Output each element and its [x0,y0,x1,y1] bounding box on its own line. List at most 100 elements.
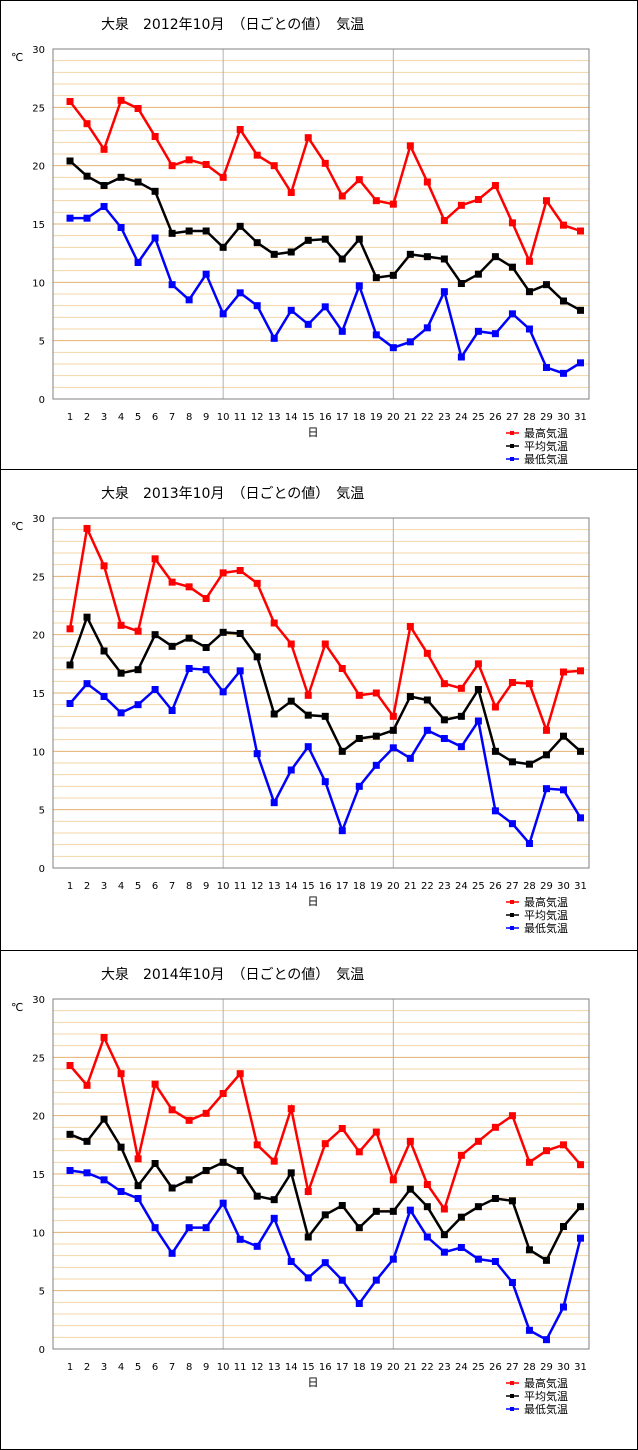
data-point [559,221,567,229]
series-1 [66,157,584,314]
y-tick-label: 25 [32,572,45,583]
data-point [338,192,346,200]
plot-frame [52,998,590,1350]
data-point [440,1231,448,1239]
data-point [355,235,363,243]
data-point [389,271,397,279]
data-point [491,1258,499,1265]
data-point [185,156,193,164]
data-point [389,726,397,734]
data-point [338,255,346,263]
legend-label: 最高気温 [524,1376,568,1390]
x-tick-label: 23 [438,1362,451,1373]
data-point [185,583,193,591]
data-point [372,732,380,740]
legend-label: 平均気温 [524,439,568,453]
x-tick-label: 17 [336,412,349,423]
x-tick-label: 10 [217,1362,230,1373]
data-point [83,613,91,621]
data-point [576,227,584,235]
x-tick-label: 5 [135,1362,141,1373]
data-point [406,623,414,630]
x-tick-label: 26 [489,1362,502,1373]
x-tick-label: 21 [404,412,417,423]
chart-title: 大泉 2014年10月 （日ごとの値） 気温 [101,966,364,983]
data-point [151,187,159,195]
data-point [253,750,261,758]
data-point [134,666,142,674]
data-point [270,1157,278,1165]
data-point [219,310,227,318]
legend-marker [510,913,514,917]
data-point [83,525,91,532]
data-point [236,667,244,675]
data-point [236,289,244,297]
x-tick-label: 9 [203,1362,209,1373]
data-point [474,1203,482,1211]
data-point [508,1279,516,1286]
data-point [542,751,550,759]
data-point [321,235,329,243]
data-point [117,1143,125,1151]
x-tick-label: 17 [336,1362,349,1373]
data-point [151,686,159,693]
x-tick-label: 21 [404,881,417,892]
x-tick-label: 6 [152,881,158,892]
data-point [253,1242,261,1250]
data-point [457,712,465,720]
data-point [542,785,550,793]
data-point [236,630,244,637]
data-point [389,744,397,752]
data-point [542,1147,550,1155]
data-point [202,1167,210,1174]
x-tick-label: 1 [67,1362,73,1373]
data-point [576,667,584,675]
legend-marker [510,444,514,448]
x-tick-label: 8 [186,412,192,423]
data-point [219,688,227,696]
x-tick-label: 30 [557,1362,570,1373]
data-point [525,1246,533,1254]
data-point [457,280,465,287]
data-point [134,627,142,635]
x-tick-label: 18 [353,412,366,423]
x-tick-label: 15 [302,412,315,423]
data-point [321,712,329,720]
data-point [440,1205,448,1213]
x-tick-label: 29 [540,881,553,892]
y-tick-label: 5 [39,337,45,348]
x-tick-label: 3 [101,412,107,423]
data-point [100,1176,108,1184]
data-point [117,96,125,104]
data-point [321,640,329,648]
x-tick-label: 21 [404,1362,417,1373]
data-point [559,1141,567,1149]
data-point [83,1137,91,1145]
series-2 [66,203,584,377]
x-tick-label: 3 [101,1362,107,1373]
data-point [287,306,295,314]
data-point [338,327,346,335]
chart-title: 大泉 2013年10月 （日ごとの値） 気温 [101,485,364,502]
legend-label: 最低気温 [524,1402,568,1416]
data-point [219,628,227,636]
data-point [457,1213,465,1221]
data-point [134,701,142,709]
data-point [525,288,533,296]
plot-frame [52,517,590,869]
x-tick-label: 12 [251,881,264,892]
data-point [508,820,516,828]
data-point [185,1116,193,1124]
data-point [440,255,448,263]
x-tick-label: 14 [285,1362,298,1373]
data-point [440,217,448,224]
series-2 [66,1167,584,1344]
data-point [457,201,465,209]
data-point [270,334,278,342]
data-point [406,1137,414,1145]
x-tick-label: 30 [557,881,570,892]
data-point [202,161,210,168]
data-point [423,726,431,734]
x-tick-label: 24 [455,412,468,423]
x-tick-label: 2 [84,412,90,423]
